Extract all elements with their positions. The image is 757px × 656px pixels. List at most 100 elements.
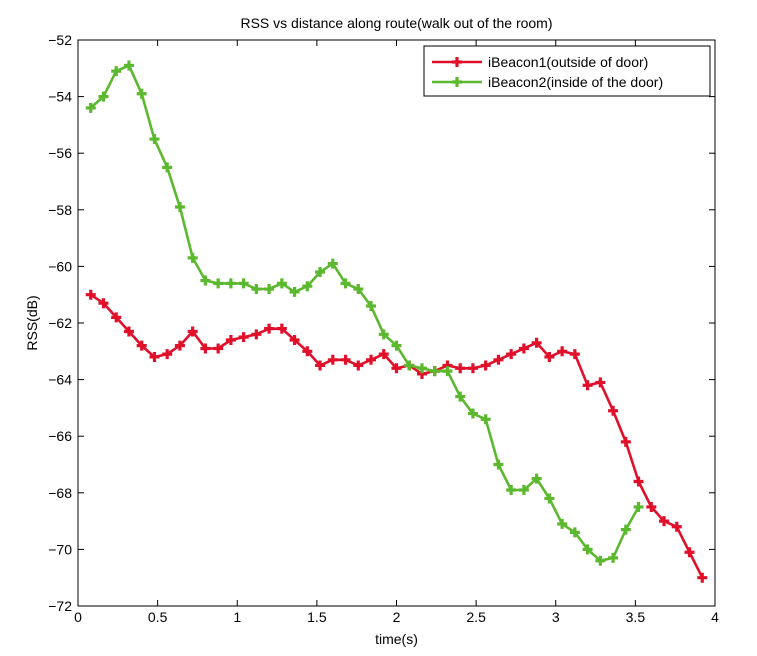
y-tick-label: −62 [48, 315, 72, 331]
series-2-point [493, 459, 504, 470]
series-1-point [85, 289, 96, 300]
legend-label-2: iBeacon2(inside of the door) [488, 74, 663, 90]
series-1-point [493, 354, 504, 365]
series-1-point [225, 334, 236, 345]
series-1-point [340, 354, 351, 365]
series-1-point [697, 572, 708, 583]
series-1-point [353, 360, 364, 371]
series-1-point [302, 346, 313, 357]
series-2-point [429, 366, 440, 377]
series-1-point [200, 343, 211, 354]
series-1-point [480, 360, 491, 371]
series-1-point [315, 360, 326, 371]
series-2-point [302, 281, 313, 292]
series-1-point [391, 363, 402, 374]
y-tick-label: −70 [48, 541, 72, 557]
series-2-point [340, 278, 351, 289]
y-tick-label: −72 [48, 598, 72, 614]
series-1-point [187, 326, 198, 337]
series-1-point [646, 501, 657, 512]
legend-marker-1 [452, 57, 462, 67]
series-2-point [391, 340, 402, 351]
legend-box [423, 45, 711, 97]
y-tick-label: −56 [48, 145, 72, 161]
y-tick-label: −68 [48, 485, 72, 501]
series-1-point [544, 351, 555, 362]
series-2-point [251, 284, 262, 295]
series-1-point [174, 340, 185, 351]
legend-label-1: iBeacon1(outside of door) [488, 54, 648, 70]
series-2-point [633, 501, 644, 512]
series-1-point [557, 346, 568, 357]
series-2-point [608, 552, 619, 563]
series-line-2 [89, 64, 640, 562]
series-2-point [620, 524, 631, 535]
series-1-point [238, 332, 249, 343]
series-2-point [238, 278, 249, 289]
series-2-point [276, 278, 287, 289]
y-tick-label: −58 [48, 202, 72, 218]
series-2-point [378, 329, 389, 340]
series-1-point [684, 547, 695, 558]
series-2-point [366, 301, 377, 312]
series-2-point [85, 102, 96, 113]
series-1-point [620, 436, 631, 447]
series-2-point [174, 201, 185, 212]
series-1-point [289, 334, 300, 345]
series-2-point [289, 286, 300, 297]
y-tick-label: −52 [48, 32, 72, 48]
series-1-point [506, 349, 517, 360]
y-axis-label: RSS(dB) [24, 295, 40, 350]
series-1-point [276, 323, 287, 334]
x-tick-label: 2 [393, 609, 401, 625]
x-tick-label: 0 [74, 609, 82, 625]
series-2-point [455, 391, 466, 402]
series-1-point [659, 516, 670, 527]
series-2-point [264, 284, 275, 295]
series-1-point [327, 354, 338, 365]
series-2-point [582, 544, 593, 555]
series-2-point [442, 366, 453, 377]
series-2-point [467, 408, 478, 419]
series-1-point [123, 326, 134, 337]
series-2-point [162, 162, 173, 173]
x-tick-label: 0.5 [148, 609, 168, 625]
series-2-point [187, 252, 198, 263]
series-1-point [582, 380, 593, 391]
series-2-point [480, 414, 491, 425]
series-1-point [569, 349, 580, 360]
series-1-point [378, 349, 389, 360]
series-2-point [123, 60, 134, 71]
series-2-point [353, 284, 364, 295]
x-tick-label: 1.5 [307, 609, 327, 625]
x-axis-label: time(s) [375, 631, 418, 647]
series-2-point [557, 518, 568, 529]
series-2-point [200, 275, 211, 286]
plot-area [77, 39, 716, 607]
y-tick-label: −60 [48, 258, 72, 274]
series-1-point [366, 354, 377, 365]
series-2-point [327, 258, 338, 269]
series-2-point [404, 360, 415, 371]
series-2-point [111, 66, 122, 77]
series-1-point [671, 521, 682, 532]
series-1-point [467, 363, 478, 374]
legend-marker-2 [452, 77, 462, 87]
series-1-point [136, 340, 147, 351]
series-1-point [251, 329, 262, 340]
series-1-point [264, 323, 275, 334]
series-2-point [544, 493, 555, 504]
series-1-point [608, 405, 619, 416]
y-tick-label: −64 [48, 372, 72, 388]
series-1-point [531, 337, 542, 348]
series-2-point [531, 473, 542, 484]
series-2-point [225, 278, 236, 289]
chart-title: RSS vs distance along route(walk out of … [240, 15, 552, 31]
series-2-point [136, 88, 147, 99]
series-2-point [595, 555, 606, 566]
series-2-point [518, 484, 529, 495]
series-1-point [98, 298, 109, 309]
series-1-point [633, 476, 644, 487]
